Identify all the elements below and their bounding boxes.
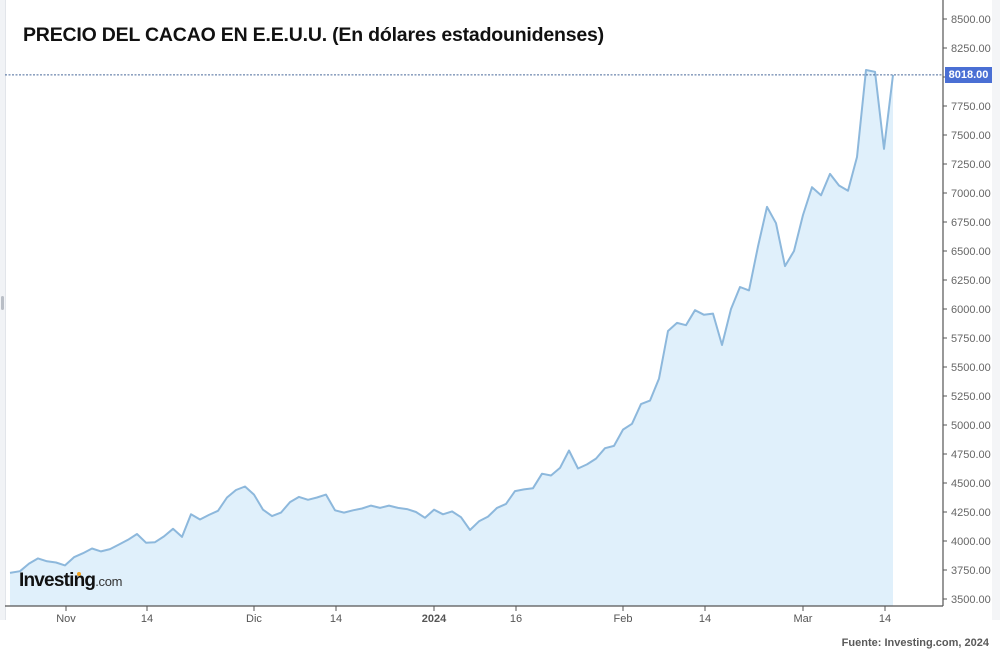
y-tick-label: 4750.00 [951,449,991,461]
x-tick-label: 14 [699,613,711,625]
y-tick-label: 5250.00 [951,391,991,403]
source-caption: Fuente: Investing.com, 2024 [841,637,989,649]
y-tick-label: 7500.00 [951,130,991,142]
y-tick-label: 6250.00 [951,275,991,287]
y-tick-label: 5500.00 [951,362,991,374]
x-tick-label: 16 [510,613,522,625]
y-tick-label: 8500.00 [951,14,991,26]
x-tick-label: Feb [614,613,633,625]
x-tick-label: 14 [330,613,342,625]
y-tick-label: 4000.00 [951,536,991,548]
x-axis: Nov 14 Dic 14 2024 16 Feb 14 Mar 14 [56,606,891,625]
left-panel-edge [0,0,6,620]
y-tick-label: 7250.00 [951,159,991,171]
current-price-badge: 8018.00 [945,67,992,83]
y-tick-label: 3500.00 [951,594,991,606]
chart-title: PRECIO DEL CACAO EN E.E.U.U. (En dólares… [23,24,604,46]
y-tick-label: 4500.00 [951,478,991,490]
y-tick-label: 8250.00 [951,43,991,55]
logo-text: Investing [19,570,96,591]
plot-area [5,69,943,606]
x-tick-label: Mar [794,613,813,625]
y-axis: 8500.00 8250.00 7750.00 7500.00 7250.00 7000.… [943,14,991,606]
y-tick-label: 4250.00 [951,507,991,519]
y-tick-label: 7000.00 [951,188,991,200]
y-tick-label: 5000.00 [951,420,991,432]
price-area-fill [10,70,893,606]
logo-dot-icon [77,572,81,576]
logo-suffix: .com [95,574,123,589]
x-tick-label: Nov [56,613,76,625]
right-panel-edge [992,0,1000,620]
investing-logo: Investing.com [19,570,123,591]
y-tick-label: 7750.00 [951,101,991,113]
y-tick-label: 6500.00 [951,246,991,258]
x-tick-label: 2024 [422,613,447,625]
x-tick-label: Dic [246,613,262,625]
y-tick-label: 5750.00 [951,333,991,345]
price-line [9,69,894,574]
y-tick-label: 6750.00 [951,217,991,229]
x-tick-label: 14 [879,613,891,625]
x-tick-label: 14 [141,613,153,625]
y-tick-label: 3750.00 [951,565,991,577]
y-tick-label: 6000.00 [951,304,991,316]
panel-resize-handle[interactable] [1,296,4,310]
